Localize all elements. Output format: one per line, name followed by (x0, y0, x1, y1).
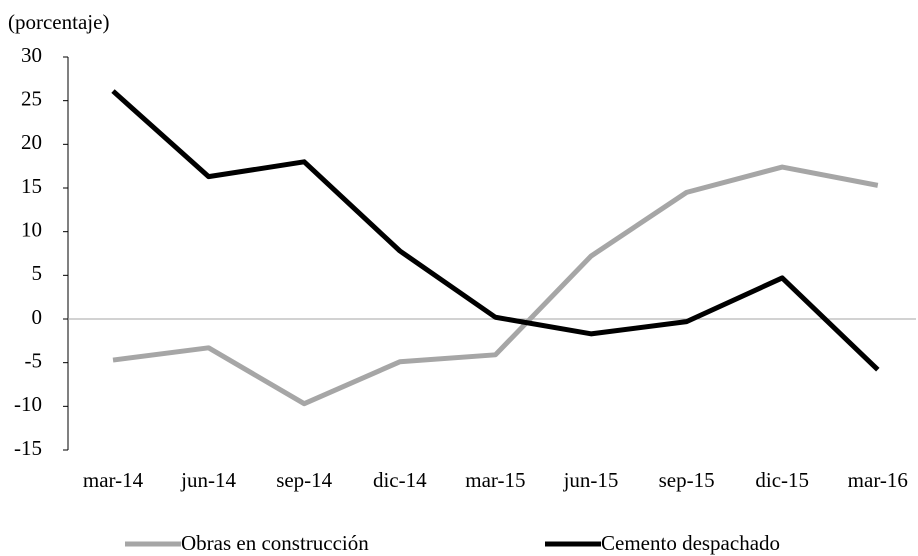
y-axis-label: (porcentaje) (8, 10, 109, 34)
x-tick-label: jun-14 (180, 468, 236, 492)
y-tick-label: -10 (14, 392, 42, 416)
y-tick-label: 0 (32, 305, 43, 329)
y-tick-label: 5 (32, 261, 43, 285)
x-tick-label: jun-15 (563, 468, 619, 492)
y-tick-label: 10 (21, 217, 42, 241)
x-tick-label: sep-14 (276, 468, 332, 492)
y-tick-label: -5 (25, 348, 43, 372)
x-tick-label: mar-14 (83, 468, 144, 492)
x-tick-label: dic-14 (373, 468, 427, 492)
y-tick-label: 25 (21, 86, 42, 110)
y-tick-label: 30 (21, 43, 42, 67)
series-line (112, 164, 879, 407)
x-tick-label: sep-15 (659, 468, 715, 492)
y-tick-label: 15 (21, 174, 42, 198)
legend-label: Cemento despachado (601, 531, 780, 555)
x-tick-label: mar-16 (848, 468, 908, 492)
series-line (111, 89, 880, 372)
y-tick-label: 20 (21, 130, 42, 154)
x-tick-label: dic-15 (755, 468, 809, 492)
legend-label: Obras en construcción (181, 531, 369, 555)
x-tick-label: mar-15 (465, 468, 525, 492)
y-tick-label: -15 (14, 436, 42, 460)
